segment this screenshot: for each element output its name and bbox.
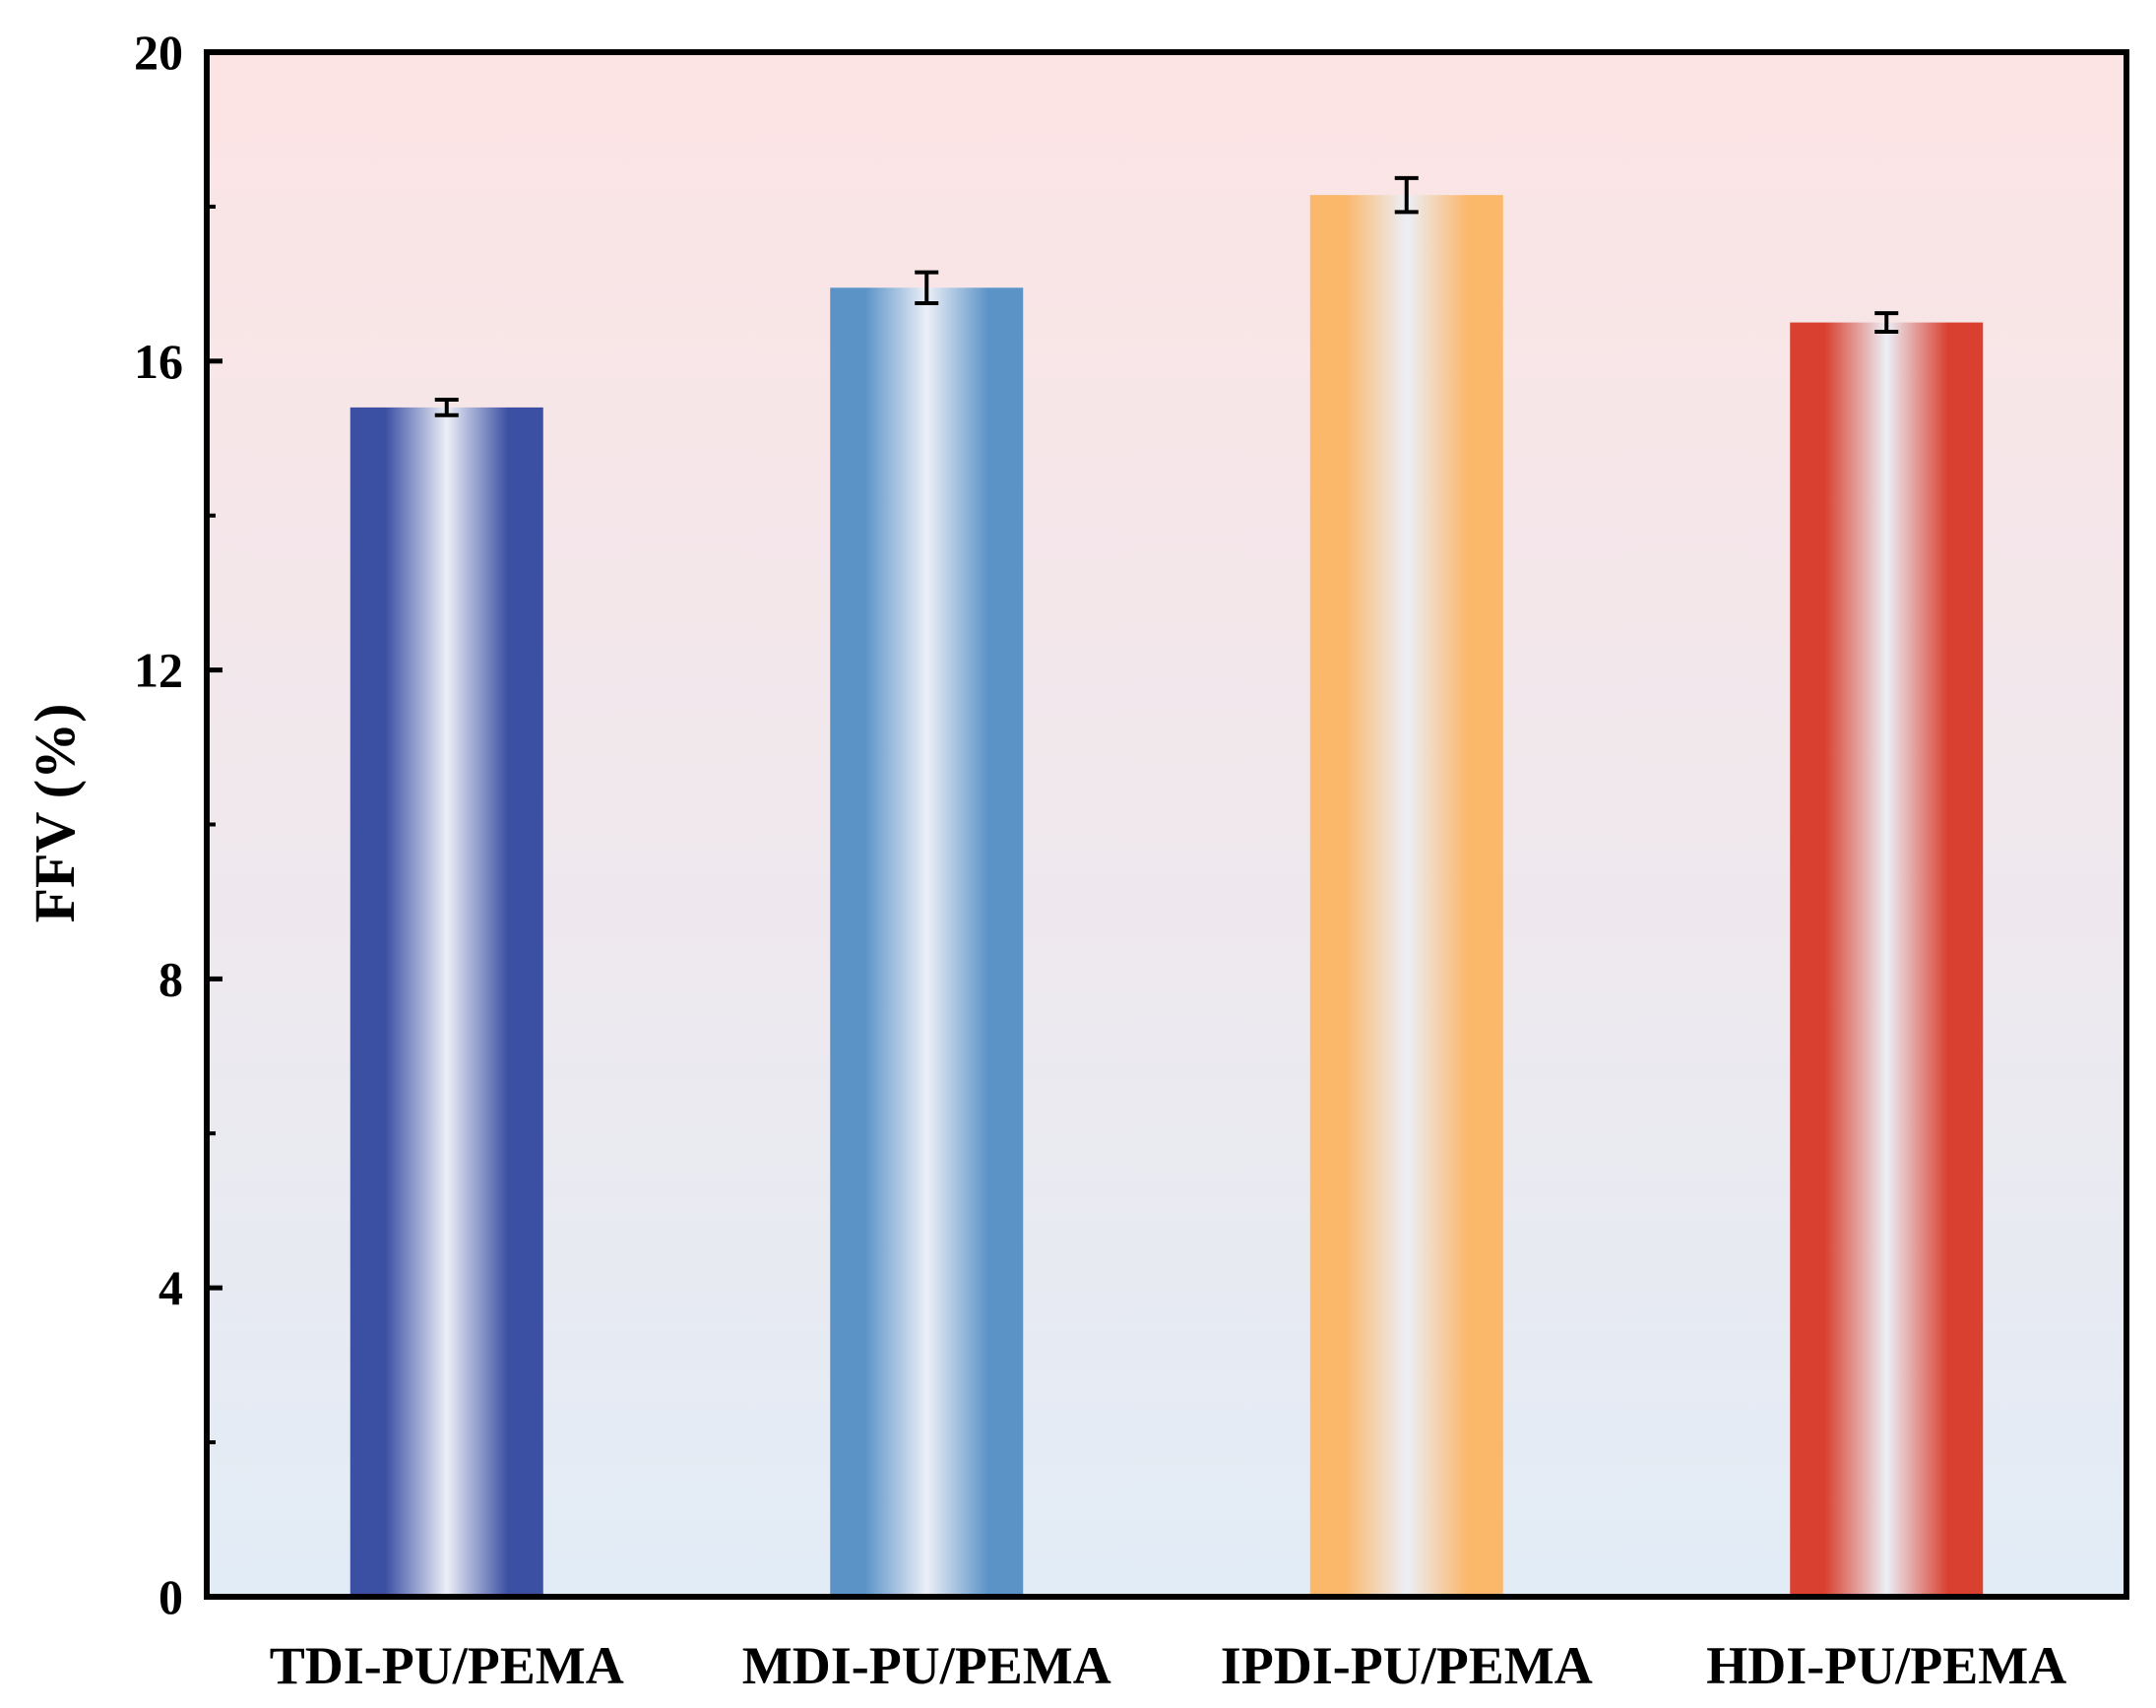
bars-group [349,195,1984,1598]
error-bar [1874,311,1899,334]
y-tick-label: 4 [159,1260,183,1315]
bar-tdi-pu-pema [349,407,543,1597]
error-bars-group [434,175,1899,417]
x-tick-label: IPDI-PU/PEMA [1221,1636,1593,1695]
y-axis-tick-labels: 0 4 8 12 16 20 [134,25,183,1624]
y-tick-label: 16 [134,334,183,389]
bar-mdi-pu-pema [830,287,1024,1598]
error-bar [915,270,939,305]
bar-ipdi-pu-pema [1309,195,1503,1597]
x-tick-label: MDI-PU/PEMA [742,1636,1111,1695]
x-axis-category-labels: TDI-PU/PEMA MDI-PU/PEMA IPDI-PU/PEMA HDI-PU… [270,1636,2066,1695]
y-axis-ticks [207,49,222,1600]
x-tick-label: HDI-PU/PEMA [1706,1636,2066,1695]
y-tick-label: 0 [159,1569,183,1624]
y-tick-label: 12 [134,643,183,698]
error-bar [434,398,459,417]
error-bar [1394,175,1419,215]
bar-hdi-pu-pema [1790,322,1984,1598]
x-tick-label: TDI-PU/PEMA [270,1636,624,1695]
y-axis-title: FFV (%) [23,704,87,923]
y-tick-label: 8 [159,951,183,1006]
y-tick-label: 20 [134,25,183,80]
